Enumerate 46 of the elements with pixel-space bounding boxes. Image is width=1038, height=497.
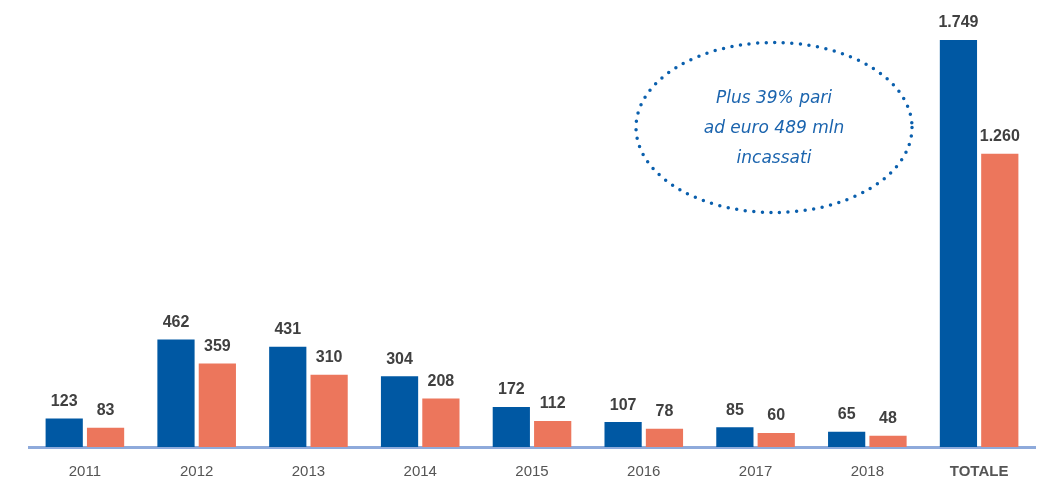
x-tick-label: 2016 xyxy=(627,462,661,480)
x-tick-label: 2018 xyxy=(850,462,885,480)
data-label: 431 xyxy=(274,320,302,338)
bar xyxy=(757,433,795,447)
bar xyxy=(380,376,419,447)
bar xyxy=(422,398,460,447)
data-label: 1.260 xyxy=(979,127,1020,145)
bar xyxy=(939,40,978,447)
data-label: 48 xyxy=(879,409,898,427)
data-label: 123 xyxy=(50,391,78,409)
bar xyxy=(645,428,684,447)
bar xyxy=(716,427,754,447)
x-tick-label: TOTALE xyxy=(949,462,1009,480)
data-label: 60 xyxy=(767,406,786,424)
bar xyxy=(492,406,530,447)
data-label: 65 xyxy=(837,405,856,423)
x-tick-label: 2015 xyxy=(515,462,549,480)
x-tick-label: 2011 xyxy=(68,462,102,480)
bar xyxy=(45,418,83,447)
bar xyxy=(310,374,348,447)
data-label: 107 xyxy=(609,395,637,413)
data-label: 85 xyxy=(725,400,744,418)
bar xyxy=(157,339,195,447)
annotation: Plus 39% pari ad euro 489 mln incassati xyxy=(703,86,845,169)
data-label: 172 xyxy=(497,380,525,398)
x-tick-label: 2017 xyxy=(738,462,773,480)
data-label: 83 xyxy=(96,401,115,419)
data-label: 462 xyxy=(162,312,190,330)
data-label: 310 xyxy=(315,348,343,366)
bar xyxy=(198,363,236,447)
data-label: 208 xyxy=(427,372,455,389)
x-tick-label: 2014 xyxy=(403,462,437,480)
data-label: 78 xyxy=(655,402,674,420)
data-label: 112 xyxy=(539,394,566,412)
bar xyxy=(604,422,642,447)
bar xyxy=(86,427,125,447)
x-tick-label: 2012 xyxy=(179,462,214,480)
bar xyxy=(981,153,1019,447)
data-label: 359 xyxy=(203,336,231,354)
data-label: 304 xyxy=(386,349,413,367)
bar xyxy=(534,420,572,447)
data-label: 1.749 xyxy=(938,13,979,31)
x-tick-label: 2013 xyxy=(291,462,326,480)
bar xyxy=(828,431,866,447)
bar xyxy=(869,435,907,447)
bar xyxy=(269,346,307,447)
